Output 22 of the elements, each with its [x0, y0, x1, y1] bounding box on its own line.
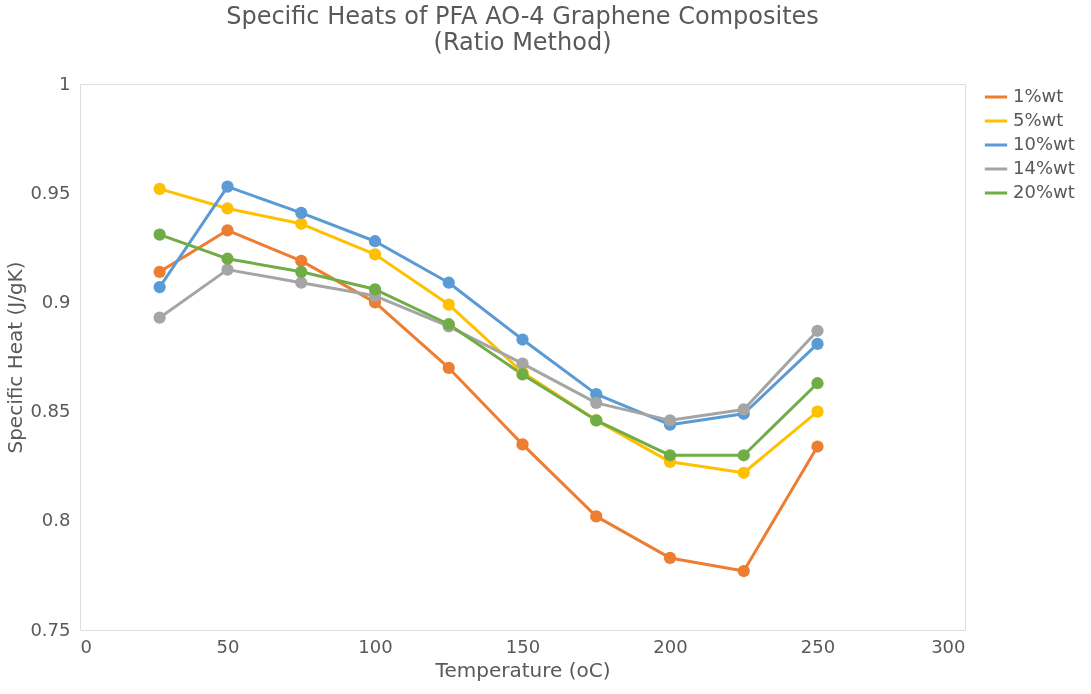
y-tick-label: 0.85 — [30, 400, 71, 422]
legend-label: 14%wt — [1013, 157, 1075, 178]
x-tick-label: 150 — [505, 635, 541, 657]
x-tick-label: 100 — [358, 635, 393, 657]
text: Specific Heats of PFA AO-4 Graphene Composites — [226, 2, 819, 30]
x-tick-label: 200 — [653, 635, 688, 657]
y-axis-title: Specific Heat (J/gK) — [3, 261, 28, 454]
legend-label: 1%wt — [1013, 85, 1064, 106]
y-tick-label: 0.75 — [30, 618, 71, 640]
x-tick-label: 0 — [80, 635, 92, 657]
x-tick-label: 250 — [800, 635, 836, 657]
legend-label: 10%wt — [1013, 133, 1075, 154]
y-tick-label: 0.95 — [30, 181, 71, 203]
x-axis-title: Temperature (oC) — [434, 657, 611, 682]
legend-label: 5%wt — [1013, 109, 1064, 130]
y-tick-label: 1 — [59, 72, 71, 94]
x-tick-label: 50 — [216, 635, 240, 657]
legend-label: 20%wt — [1013, 181, 1075, 202]
x-tick-label: 300 — [931, 635, 966, 657]
y-tick-label: 0.8 — [41, 509, 71, 531]
y-tick-label: 0.9 — [41, 290, 71, 312]
text: (Ratio Method) — [433, 28, 612, 56]
